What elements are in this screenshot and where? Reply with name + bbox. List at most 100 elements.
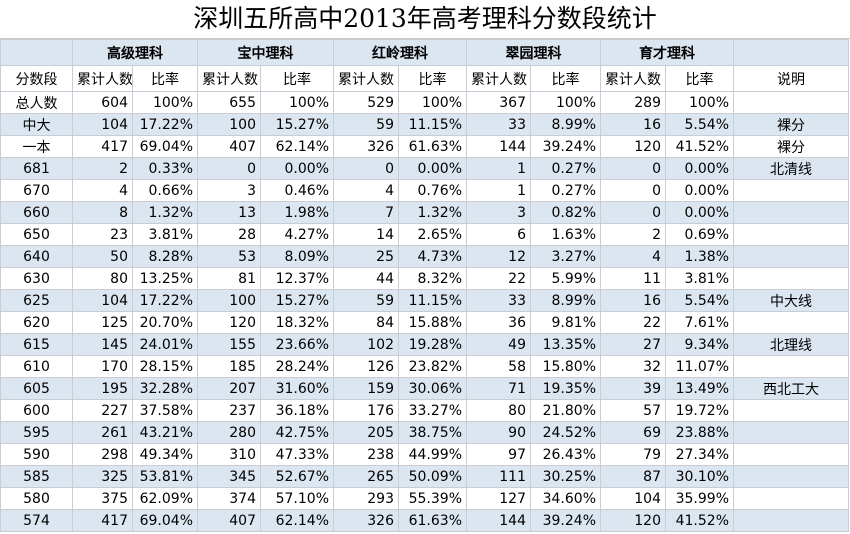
row-label: 一本: [0, 135, 73, 158]
data-cell: 1: [466, 179, 531, 202]
data-cell: 144: [466, 509, 531, 532]
data-cell: 1.38%: [665, 245, 734, 268]
data-cell: 4: [600, 245, 666, 268]
data-cell: 345: [197, 465, 261, 488]
data-cell: 30.25%: [530, 465, 601, 488]
column-header: 比率: [398, 65, 467, 92]
data-cell: 325: [72, 465, 133, 488]
data-cell: 79: [600, 443, 666, 466]
data-cell: 104: [72, 289, 133, 312]
data-row: 615 145 24.01% 155 23.66% 102 19.28% 49 13.35% 27…: [0, 333, 849, 356]
data-cell: 1.32%: [132, 201, 198, 224]
data-cell: 7: [333, 201, 399, 224]
note-cell: [733, 245, 849, 268]
data-cell: 104: [72, 113, 133, 136]
data-cell: 0: [600, 157, 666, 180]
note-cell: [733, 487, 849, 510]
data-cell: 159: [333, 377, 399, 400]
data-cell: 12.37%: [260, 267, 334, 290]
data-cell: 125: [72, 311, 133, 334]
data-cell: 0.00%: [398, 157, 467, 180]
data-cell: 0.00%: [665, 201, 734, 224]
data-cell: 0: [197, 157, 261, 180]
header-cell: [733, 39, 849, 66]
column-header: 分数段: [0, 65, 73, 92]
data-cell: 17.22%: [132, 113, 198, 136]
data-cell: 69.04%: [132, 135, 198, 158]
data-cell: 127: [466, 487, 531, 510]
data-cell: 15.80%: [530, 355, 601, 378]
data-cell: 23.82%: [398, 355, 467, 378]
data-cell: 30.06%: [398, 377, 467, 400]
data-row: 625 104 17.22% 100 15.27% 59 11.15% 33 8.99% 16 5.…: [0, 289, 849, 312]
group-header-row: 高级理科 宝中理科 红岭理科 翠园理科 育才理科: [0, 39, 849, 66]
note-cell: [733, 443, 849, 466]
group-header: 翠园理科: [466, 39, 601, 66]
data-cell: 0.46%: [260, 179, 334, 202]
data-row: 610 170 28.15% 185 28.24% 126 23.82% 58 15.80% 32…: [0, 355, 849, 378]
data-cell: 80: [72, 267, 133, 290]
data-cell: 41.52%: [665, 509, 734, 532]
data-cell: 13.25%: [132, 267, 198, 290]
data-cell: 44: [333, 267, 399, 290]
note-cell: [733, 223, 849, 246]
data-cell: 12: [466, 245, 531, 268]
data-cell: 375: [72, 487, 133, 510]
row-label: 615: [0, 333, 73, 356]
score-table: 高级理科 宝中理科 红岭理科 翠园理科 育才理科 分数段 累计人数 比率 累计人数 比率 累计人数比…: [0, 39, 849, 532]
column-header: 比率: [665, 65, 734, 92]
data-cell: 24.01%: [132, 333, 198, 356]
data-cell: 97: [466, 443, 531, 466]
data-cell: 84: [333, 311, 399, 334]
data-cell: 47.33%: [260, 443, 334, 466]
data-cell: 529: [333, 91, 399, 114]
data-cell: 42.75%: [260, 421, 334, 444]
data-cell: 145: [72, 333, 133, 356]
data-cell: 126: [333, 355, 399, 378]
data-cell: 100%: [530, 91, 601, 114]
data-row: 585 325 53.81% 345 52.67% 265 50.09% 111 30.25% 8…: [0, 465, 849, 488]
data-cell: 5.54%: [665, 289, 734, 312]
row-label: 595: [0, 421, 73, 444]
sheet-title: 深圳五所高中2013年高考理科分数段统计: [0, 0, 850, 39]
data-cell: 80: [466, 399, 531, 422]
data-cell: 0.82%: [530, 201, 601, 224]
data-cell: 23.66%: [260, 333, 334, 356]
data-cell: 57.10%: [260, 487, 334, 510]
data-cell: 19.28%: [398, 333, 467, 356]
data-cell: 5.99%: [530, 267, 601, 290]
data-cell: 36: [466, 311, 531, 334]
data-cell: 120: [600, 135, 666, 158]
data-cell: 27.34%: [665, 443, 734, 466]
data-cell: 8.99%: [530, 289, 601, 312]
data-cell: 3: [197, 179, 261, 202]
data-cell: 41.52%: [665, 135, 734, 158]
column-header: 比率: [132, 65, 198, 92]
data-cell: 100%: [132, 91, 198, 114]
data-cell: 21.80%: [530, 399, 601, 422]
data-cell: 144: [466, 135, 531, 158]
data-cell: 0.33%: [132, 157, 198, 180]
data-cell: 32.28%: [132, 377, 198, 400]
data-cell: 62.09%: [132, 487, 198, 510]
data-cell: 23: [72, 223, 133, 246]
data-row: 681 2 0.33% 0 0.00% 0 0.00% 1 0.27% 0 0.00% 北清线: [0, 157, 849, 180]
data-cell: 100%: [260, 91, 334, 114]
data-cell: 15.88%: [398, 311, 467, 334]
data-row: 620 125 20.70% 120 18.32% 84 15.88% 36 9.81% 22 7.…: [0, 311, 849, 334]
note-cell: [733, 399, 849, 422]
data-cell: 8.28%: [132, 245, 198, 268]
data-cell: 11.07%: [665, 355, 734, 378]
data-cell: 18.32%: [260, 311, 334, 334]
data-cell: 604: [72, 91, 133, 114]
group-header: 育才理科: [600, 39, 734, 66]
data-row: 总人数 604 100% 655 100% 529 100% 367 100% 289 100%: [0, 91, 849, 114]
data-cell: 0.00%: [665, 157, 734, 180]
data-row: 640 50 8.28% 53 8.09% 25 4.73% 12 3.27% 4 1.38%: [0, 245, 849, 268]
data-cell: 49.34%: [132, 443, 198, 466]
data-cell: 9.34%: [665, 333, 734, 356]
data-cell: 326: [333, 509, 399, 532]
data-cell: 25: [333, 245, 399, 268]
data-cell: 207: [197, 377, 261, 400]
note-cell: [733, 91, 849, 114]
